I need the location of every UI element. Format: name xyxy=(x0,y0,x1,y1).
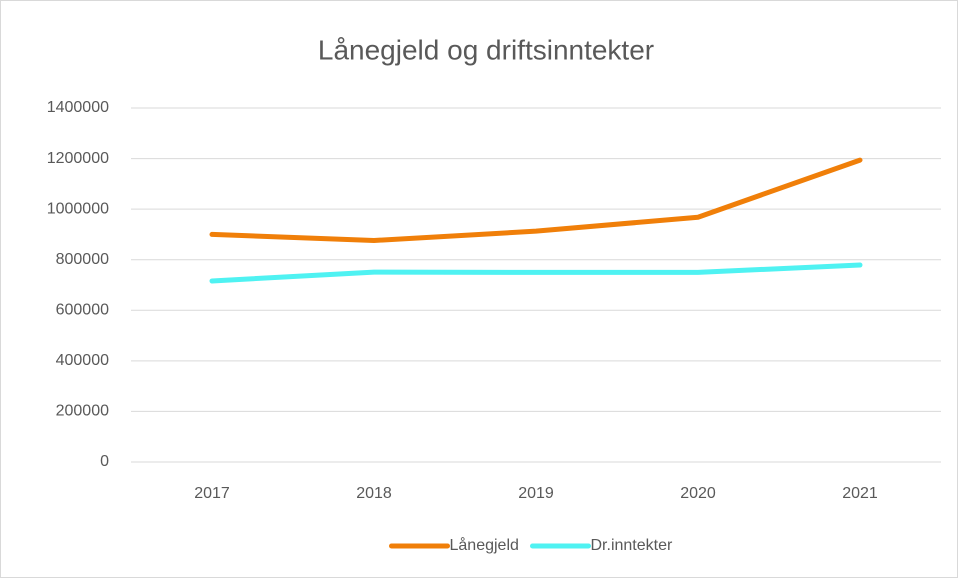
x-tick-label: 2017 xyxy=(194,485,230,502)
series-line xyxy=(209,262,863,284)
y-tick-label: 1200000 xyxy=(47,150,109,167)
x-tick-label: 2019 xyxy=(518,485,554,502)
series-line xyxy=(209,157,863,243)
y-tick-label: 600000 xyxy=(56,302,109,319)
y-tick-label: 0 xyxy=(100,453,109,470)
y-tick-label: 1400000 xyxy=(47,99,109,116)
y-tick-label: 200000 xyxy=(56,403,109,420)
legend-label: Lånegjeld xyxy=(450,536,519,554)
legend-label: Dr.inntekter xyxy=(591,537,673,554)
y-tick-label: 400000 xyxy=(56,352,109,369)
x-tick-label: 2020 xyxy=(680,485,716,502)
x-tick-label: 2021 xyxy=(842,485,878,502)
x-tick-label: 2018 xyxy=(356,485,392,502)
y-tick-label: 800000 xyxy=(56,251,109,268)
chart-title: Lånegjeld og driftsinntekter xyxy=(318,34,654,65)
y-tick-label: 1000000 xyxy=(47,200,109,217)
